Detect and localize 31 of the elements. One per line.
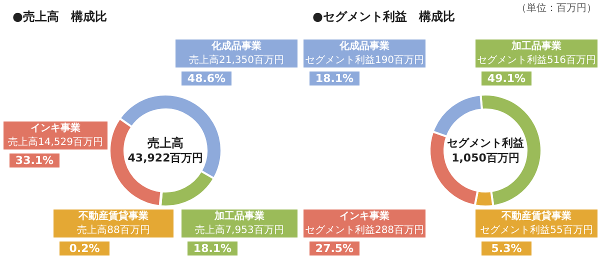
slice-label: インキ事業 bbox=[30, 122, 80, 134]
text: 0.2% bbox=[69, 242, 100, 255]
chart-subtitle: （単位：百万円） bbox=[516, 2, 596, 14]
text: 1,050百万円 bbox=[452, 152, 520, 164]
chart-title: ●売上高 構成比 bbox=[12, 10, 107, 24]
data-label: 売上高88百万円 bbox=[77, 224, 150, 236]
text: 18.1% bbox=[193, 242, 232, 255]
text: 売上高 bbox=[148, 136, 184, 150]
data-label: 売上高14,529百万円 bbox=[8, 136, 104, 148]
text: セグメント利益 bbox=[447, 136, 524, 150]
text: 18.1% bbox=[315, 72, 354, 85]
slice-label: 加工品事業 bbox=[214, 210, 264, 222]
text: 48.6% bbox=[187, 72, 226, 85]
data-label: 売上高7,953百万円 bbox=[195, 224, 284, 236]
data-label: セグメント利益516百万円 bbox=[476, 54, 596, 66]
data-label: セグメント利益288百万円 bbox=[304, 224, 424, 236]
slice-label: インキ事業 bbox=[340, 210, 390, 222]
chart-title: ●セグメント利益 構成比 bbox=[312, 10, 455, 24]
text: 33.1% bbox=[15, 154, 54, 167]
slice-label: 化成品事業 bbox=[338, 40, 390, 52]
slice-label: 不動産賃貸事業 bbox=[78, 210, 148, 222]
text: 49.1% bbox=[487, 72, 526, 85]
data-label: セグメント利益190百万円 bbox=[304, 54, 424, 66]
text: 43,922百万円 bbox=[128, 152, 204, 164]
data-label: セグメント利益55百万円 bbox=[480, 224, 593, 236]
slice-label: 加工品事業 bbox=[510, 40, 562, 52]
text: 27.5% bbox=[315, 242, 354, 255]
data-label: 売上高21,350百万円 bbox=[189, 54, 284, 66]
slice-label: 化成品事業 bbox=[210, 40, 262, 52]
text: 5.3% bbox=[491, 242, 522, 255]
slice-label: 不動産賃貸事業 bbox=[500, 210, 572, 222]
